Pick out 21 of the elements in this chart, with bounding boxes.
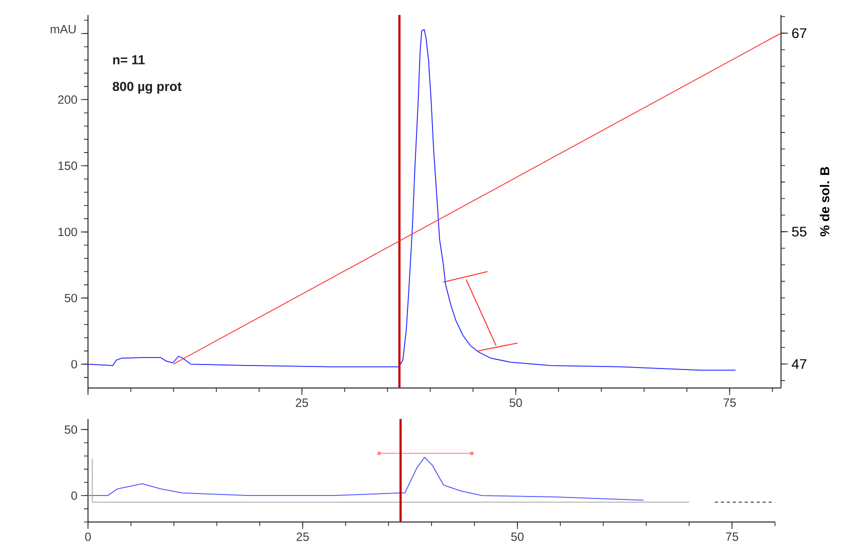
x-tick-label: 0	[85, 532, 91, 541]
x-tick-label: 50	[511, 532, 524, 541]
y-tick-label: 100	[58, 228, 78, 236]
y-tick-label: 0	[71, 491, 78, 500]
x-tick-label: 75	[724, 398, 736, 407]
y-tick-label: 150	[58, 162, 78, 170]
x-tick-label: 50	[510, 398, 522, 407]
x-tick-label: 25	[296, 532, 309, 541]
y-tick-label: 200	[58, 95, 78, 104]
x-tick-label: 25	[296, 398, 308, 407]
y2-tick-label: 47	[792, 359, 806, 369]
y-axis-title: mAU	[50, 25, 76, 34]
y-tick-label: 0	[71, 360, 78, 368]
y-tick-label: 50	[64, 425, 78, 434]
y2-axis-title: % de sol. B	[820, 166, 830, 236]
annotation: 800 µg prot	[112, 82, 182, 94]
y2-tick-label: 55	[792, 226, 806, 237]
x-tick-label: 75	[726, 532, 738, 541]
y-tick-label: 50	[64, 294, 78, 302]
annotation: n= 11	[113, 55, 145, 64]
y2-tick-label: 67	[792, 28, 806, 38]
